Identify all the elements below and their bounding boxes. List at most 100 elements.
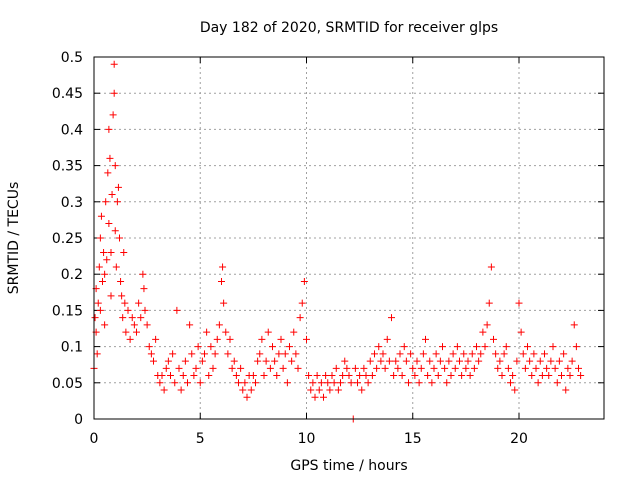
- data-point: [504, 364, 512, 372]
- data-point: [462, 364, 470, 372]
- data-point: [354, 379, 361, 387]
- data-point: [106, 154, 114, 162]
- data-point: [526, 357, 534, 365]
- data-point: [97, 212, 105, 220]
- data-point: [269, 343, 276, 351]
- data-point: [466, 372, 474, 380]
- data-point: [213, 335, 221, 343]
- data-point: [570, 321, 578, 329]
- y-tick-label: 0.25: [52, 231, 83, 247]
- data-point: [252, 379, 259, 387]
- data-point: [470, 364, 478, 372]
- data-point: [532, 364, 540, 372]
- data-point: [192, 364, 200, 372]
- data-point: [121, 299, 129, 307]
- data-point: [562, 386, 570, 394]
- y-tick-label: 0.45: [52, 86, 83, 102]
- data-point: [441, 364, 449, 372]
- data-point: [209, 364, 217, 372]
- data-point: [104, 169, 112, 177]
- data-point: [324, 379, 332, 387]
- data-point: [101, 270, 109, 278]
- data-point: [524, 343, 531, 351]
- data-point: [296, 314, 304, 322]
- data-point: [392, 357, 400, 365]
- data-point: [281, 350, 289, 358]
- data-point: [492, 350, 500, 358]
- data-point: [575, 364, 582, 372]
- data-point: [194, 343, 202, 351]
- data-point: [94, 299, 102, 307]
- data-point: [453, 343, 461, 351]
- y-tick-label: 0.2: [61, 267, 83, 283]
- data-point: [235, 379, 242, 387]
- data-point: [228, 364, 236, 372]
- data-point: [511, 386, 519, 394]
- data-point: [334, 386, 342, 394]
- data-point: [449, 350, 457, 358]
- data-point: [490, 335, 497, 343]
- data-point: [101, 321, 109, 329]
- data-point: [432, 350, 440, 358]
- data-point: [521, 364, 529, 372]
- data-point: [317, 379, 325, 387]
- data-point: [502, 343, 510, 351]
- data-points: [90, 60, 585, 423]
- data-point: [254, 357, 262, 365]
- data-point: [528, 372, 536, 380]
- data-point: [549, 343, 557, 351]
- data-point: [211, 350, 219, 358]
- data-point: [232, 372, 240, 380]
- chart-title: Day 182 of 2020, SRMTID for receiver glp…: [200, 20, 498, 36]
- data-point: [379, 350, 387, 358]
- data-point: [545, 372, 553, 380]
- data-point: [222, 328, 230, 336]
- data-point: [409, 364, 417, 372]
- y-tick-label: 0: [74, 412, 83, 428]
- data-point: [339, 372, 347, 380]
- data-point: [150, 357, 157, 365]
- x-axis-title: GPS time / hours: [290, 458, 407, 474]
- data-point: [110, 89, 118, 97]
- data-point: [112, 263, 120, 271]
- data-point: [383, 335, 391, 343]
- data-point: [205, 372, 213, 380]
- data-point: [219, 263, 227, 271]
- data-point: [360, 364, 368, 372]
- data-point: [460, 350, 468, 358]
- data-point: [91, 314, 99, 322]
- data-point: [509, 372, 517, 380]
- data-point: [568, 357, 576, 365]
- x-tick-label: 0: [90, 431, 99, 447]
- data-point: [93, 350, 101, 358]
- data-point: [177, 386, 185, 394]
- data-point: [358, 386, 366, 394]
- x-tick-label: 5: [196, 431, 205, 447]
- data-point: [447, 372, 455, 380]
- data-point: [464, 357, 472, 365]
- data-point: [186, 321, 194, 329]
- data-point: [439, 343, 446, 351]
- data-point: [307, 386, 315, 394]
- data-point: [443, 379, 451, 387]
- y-tick-label: 0.4: [61, 122, 83, 138]
- data-point: [111, 162, 119, 170]
- data-point: [330, 379, 338, 387]
- data-point: [436, 357, 444, 365]
- data-point: [373, 364, 381, 372]
- data-point: [286, 343, 293, 351]
- data-point: [555, 357, 563, 365]
- x-tick-label: 10: [298, 431, 316, 447]
- data-point: [479, 328, 487, 336]
- data-point: [341, 357, 349, 365]
- data-point: [279, 364, 287, 372]
- data-point: [220, 299, 228, 307]
- data-point: [96, 306, 104, 314]
- data-point: [326, 386, 334, 394]
- data-point: [458, 372, 466, 380]
- data-point: [394, 364, 402, 372]
- data-point: [243, 393, 251, 401]
- data-point: [107, 292, 115, 300]
- data-point: [496, 357, 504, 365]
- data-point: [164, 357, 172, 365]
